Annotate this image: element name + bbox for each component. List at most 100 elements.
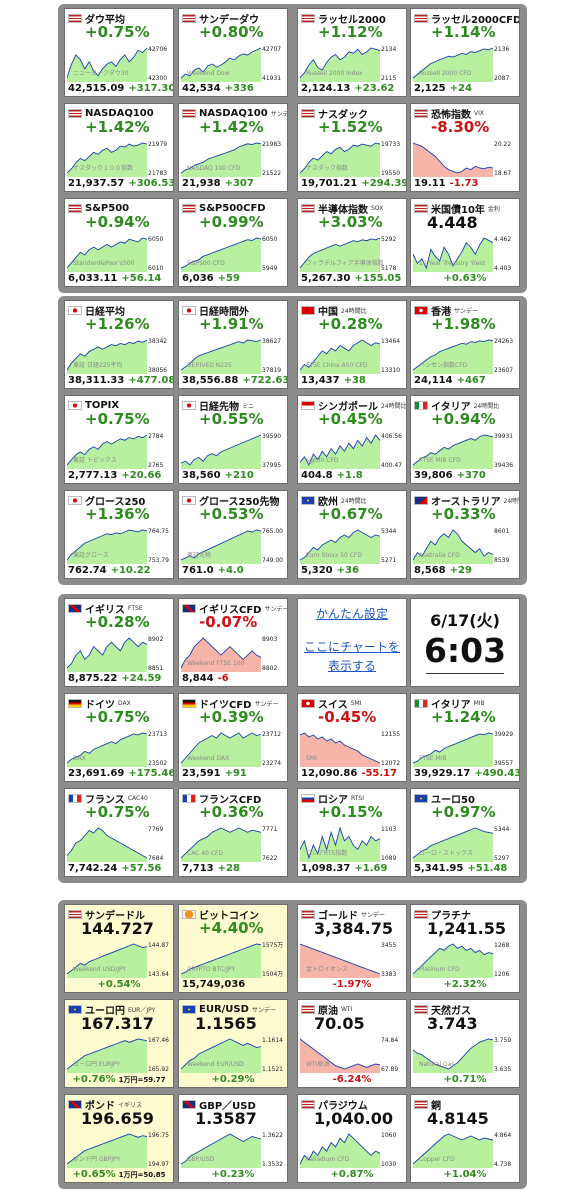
- tile-name: S&P500: [85, 203, 130, 214]
- tile-name: ビットコイン: [199, 911, 259, 922]
- market-tile[interactable]: ロシア RTSI +0.15% 1103 1089 ロシアRTS指数 1,098.37 +1.…: [297, 788, 407, 877]
- chart-area: [181, 828, 261, 862]
- market-tile[interactable]: 日経先物 ミニ +0.55% 39590 37995 38,560 +210: [178, 395, 288, 484]
- market-tile[interactable]: グロース250先物 +0.53% 765.00 749.00 東証先物 761.0 +4.0: [178, 490, 288, 579]
- market-tile[interactable]: プラチナ 1,241.55 1268 1206 Platinum CFD +2.32%: [410, 904, 520, 993]
- change-percent: +0.45%: [318, 410, 383, 428]
- low-label: 21522: [262, 170, 281, 177]
- market-tile[interactable]: イギリスCFD サンデー -0.07% 8903 8802 Weekend FTSE 10…: [178, 598, 288, 687]
- market-tile[interactable]: S&P500 +0.94% 6050 6010 Standard&Poor's500 6,…: [64, 198, 174, 287]
- market-tile[interactable]: 欧州 24時間比 +0.67% 5344 5271 Euro Stoxx 50 CFD 5,…: [297, 490, 407, 579]
- high-label: 39590: [262, 433, 281, 440]
- market-tile[interactable]: パラジウム 1,040.00 1060 1030 Palladium CFD +0.87%: [297, 1094, 407, 1183]
- mini-chart: 38627 37819 DERIVED N225: [181, 338, 281, 374]
- market-tile[interactable]: ポンド イギリス 196.659 196.75 194.97 ポンド円 GBPJPY +0.…: [64, 1094, 174, 1183]
- market-tile[interactable]: TOPIX +0.75% 2784 2765 東証 トピックス 2,777.13 +20.6…: [64, 395, 174, 484]
- market-tile[interactable]: ユーロ円 EUR／JPY 167.317 167.46 165.92 ユーロ円 EURJP…: [64, 999, 174, 1088]
- market-tile[interactable]: イギリス FTSE +0.28% 8902 8851 8,875.22 +24.59: [64, 598, 174, 687]
- market-tile[interactable]: サンデーダウ +0.80% 42707 41931 Weekend Dow 42,534 +…: [178, 8, 288, 97]
- chart-line: [181, 943, 262, 975]
- market-tile[interactable]: 半導体指数 SOX +3.03% 5292 5178 フィラデルフィア半導体指数 5,267…: [297, 198, 407, 287]
- show-chart-link[interactable]: ここにチャートを表示する: [304, 640, 400, 673]
- chart-area: [300, 530, 380, 564]
- market-tile[interactable]: グロース250 +1.36% 764.75 753.79 東証グロース 762.74 +10…: [64, 490, 174, 579]
- tile-name: オーストラリア: [431, 497, 501, 508]
- tile-name: イギリスCFD: [199, 605, 262, 616]
- flag-icon: [68, 1005, 82, 1014]
- chart-area: [181, 733, 261, 767]
- flag-icon: [301, 1100, 315, 1109]
- market-tile[interactable]: S&P500CFD +0.99% 6050 5949 S&P500 CFD 6,036 +5…: [178, 198, 288, 287]
- chart-line: [181, 237, 262, 269]
- market-tile[interactable]: ナスダック +1.52% 19733 19550 ナスダック指数 19,701.21 +29…: [297, 103, 407, 192]
- price-value: 24,114 +467: [414, 375, 486, 386]
- tile-header: ドイツCFD サンデー: [182, 697, 279, 711]
- tile-name: GBP／USD: [199, 1101, 256, 1112]
- market-tile[interactable]: 原油 WTI 70.05 74.84 67.89 WTI原油 -6.24%: [297, 999, 407, 1088]
- market-tile[interactable]: ドイツCFD サンデー +0.39% 23712 23274 Weekend DAX 23,…: [178, 693, 288, 782]
- market-tile[interactable]: ユーロ50 +0.97% 5344 5297 ユーロ・ストックス 5,341.95 +51.…: [410, 788, 520, 877]
- market-tile[interactable]: 銅 4.8145 4.864 4.738 Copper CFD +1.04%: [410, 1094, 520, 1183]
- market-tile[interactable]: スイス SMI -0.45% 12155 12072 SMI 12,090.86 -55.17: [297, 693, 407, 782]
- tile-name: ラッセル2000: [318, 15, 386, 26]
- market-tile[interactable]: 日経平均 +1.26% 38342 38056 東証 日経225平均 38,311.33 +…: [64, 300, 174, 389]
- market-tile[interactable]: 日経時間外 +1.91% 38627 37819 DERIVED N225 38,556.…: [178, 300, 288, 389]
- price-number: 7,742.24: [68, 863, 118, 874]
- mini-chart: 764.75 753.79 東証グロース: [67, 528, 169, 564]
- clock-panel: 6/17(火) 6:03: [410, 598, 520, 687]
- change-percent: -0.45%: [318, 708, 377, 726]
- market-tile[interactable]: シンガポール 24時間比 +0.45% 406.56 400.47 sgp30 CFD 40…: [297, 395, 407, 484]
- chart-area: [67, 733, 147, 767]
- change-percent: +0.87%: [298, 1169, 406, 1180]
- tile-header: ビットコイン: [182, 908, 259, 922]
- tile-subname: CAC40: [127, 795, 148, 802]
- change-percent: -8.30%: [431, 118, 490, 136]
- high-label: 23712: [262, 731, 281, 738]
- market-tile[interactable]: フランス CAC40 +0.75% 7769 7684 7,742.24 +57.56: [64, 788, 174, 877]
- market-tile[interactable]: サンデードル 144.727 144.87 143.64 Weekend USD/JPY…: [64, 904, 174, 993]
- tile-name: プラチナ: [431, 911, 471, 922]
- market-tile[interactable]: 恐怖指数 VIX -8.30% 20.22 18.67 19.11 -1.73: [410, 103, 520, 192]
- chart-watermark: WTI原油: [306, 1060, 329, 1068]
- change-percent: +0.75%: [85, 803, 150, 821]
- high-label: 8601: [494, 528, 509, 535]
- chart-area: [413, 143, 493, 177]
- price-value: 21,937.57 +306.53: [68, 178, 173, 189]
- change-value: -6: [217, 673, 229, 684]
- tile-name: 原油: [318, 1006, 338, 1017]
- mini-chart: 8902 8851: [67, 636, 163, 672]
- change-percent: +0.23%: [179, 1169, 287, 1180]
- market-tile[interactable]: 香港 サンデー +1.98% 24263 23607 ハンセン指数CFD 24,114 +46…: [410, 300, 520, 389]
- mini-chart: 1.1614 1.1521 Weekend EUR/USD: [181, 1037, 283, 1073]
- chart-area: [300, 48, 380, 82]
- market-tile[interactable]: イタリア MIB +1.24% 39929 39557 FTSE MIB 39,929.17…: [410, 693, 520, 782]
- market-tile[interactable]: ラッセル2000 +1.12% 2134 2115 Russell 2000 Index…: [297, 8, 407, 97]
- easy-settings-link[interactable]: かんたん設定: [315, 607, 388, 621]
- chart-watermark: CRYPTO BTC/JPY: [187, 966, 235, 973]
- market-tile[interactable]: イタリア 24時間比 +0.94% 39931 39436 FTSE MIB CFD 39,…: [410, 395, 520, 484]
- change-percent: +0.39%: [199, 708, 264, 726]
- market-tile[interactable]: ビットコイン +4.40% 1575万 1504万 CRYPTO BTC/JPY 15,7…: [178, 904, 288, 993]
- high-label: 38627: [262, 338, 281, 345]
- market-tile[interactable]: ダウ平均 +0.75% 42706 42300 ニューヨークダウ30 42,515.09 +…: [64, 8, 174, 97]
- market-tile[interactable]: 米国債10年 金利 4.448 4.462 4.403 10 Year Treasury …: [410, 198, 520, 287]
- tile-name: ゴールド: [318, 911, 358, 922]
- low-label: 165.92: [148, 1066, 169, 1073]
- market-tile[interactable]: EUR/USD サンデー 1.1565 1.1614 1.1521 Weekend EUR…: [178, 999, 288, 1088]
- market-tile[interactable]: ゴールド サンデー 3,384.75 3455 3383 金トロイオンス -1.97%: [297, 904, 407, 993]
- tile-header: 天然ガス: [414, 1003, 471, 1017]
- chart-line: [413, 1133, 494, 1165]
- market-tile[interactable]: 中国 24時間比 +0.28% 13464 13310 FTSE China A50 CF…: [297, 300, 407, 389]
- market-tile[interactable]: GBP／USD 1.3587 1.3622 1.3532 GBP/USD +0.23%: [178, 1094, 288, 1183]
- market-tile[interactable]: フランスCFD +0.36% 7771 7622 CAC 40 CFD 7,713 +28: [178, 788, 288, 877]
- market-tile[interactable]: ラッセル2000CFD +1.14% 2136 2087 Russell 2000 CF…: [410, 8, 520, 97]
- market-tile[interactable]: NASDAQ100 +1.42% 21979 21783 ナスダック１００指数 21,93…: [64, 103, 174, 192]
- chart-area: [300, 733, 380, 767]
- market-tile[interactable]: ドイツ DAX +0.75% 23713 23502 DAX 23,691.69 +175.4…: [64, 693, 174, 782]
- high-label: 144.87: [148, 942, 169, 949]
- market-tile[interactable]: 天然ガス 3.743 3.759 3.635 Natural Gas +0.71%: [410, 999, 520, 1088]
- tile-subname: WTI: [341, 1006, 353, 1013]
- change-value: +175.46: [128, 768, 174, 779]
